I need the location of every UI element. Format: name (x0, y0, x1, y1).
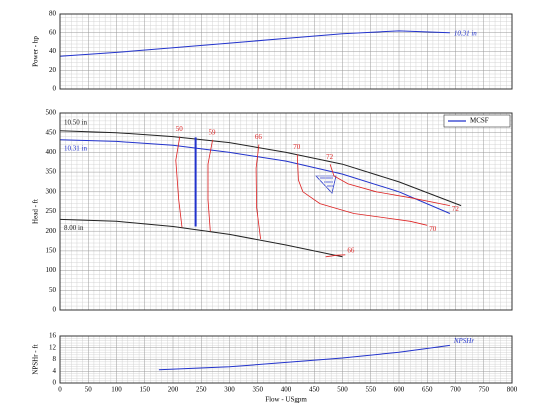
efficiency-contour (207, 139, 213, 232)
curve-label: 10.31 in (454, 29, 477, 37)
curve (158, 344, 450, 371)
y-tick-label: 40 (49, 47, 57, 55)
y-axis-label: Head - ft (32, 199, 40, 224)
x-tick-label: 200 (168, 386, 179, 394)
grid-layer (59, 13, 513, 384)
curve-label: 10.31 in (64, 144, 87, 152)
panel-frame (59, 13, 513, 90)
x-tick-label: 650 (422, 386, 433, 394)
y-tick-label: 8 (53, 355, 57, 363)
efficiency-contour (175, 136, 183, 228)
efficiency-contour (325, 254, 346, 258)
x-tick-label: 350 (253, 386, 264, 394)
x-tick-label: 500 (337, 386, 348, 394)
legend-box (443, 114, 511, 128)
x-tick-label: 600 (394, 386, 405, 394)
y-tick-label: 0 (53, 379, 57, 387)
curve (59, 139, 451, 214)
efficiency-label: 66 (347, 246, 355, 254)
x-tick-label: 750 (479, 386, 490, 394)
legend-label: MCSF (470, 117, 489, 125)
y-tick-label: 0 (53, 306, 57, 314)
marks-layer (59, 30, 462, 371)
curve (59, 30, 450, 57)
y-tick-label: 400 (46, 148, 57, 156)
x-tick-label: 800 (507, 386, 518, 394)
y-tick-label: 80 (49, 10, 57, 18)
y-tick-label: 350 (46, 168, 57, 176)
x-tick-label: 100 (111, 386, 122, 394)
y-tick-label: 500 (46, 109, 57, 117)
efficiency-label: 66 (255, 133, 263, 141)
efficiency-label: 70 (293, 143, 301, 151)
x-tick-label: 450 (309, 386, 320, 394)
y-tick-label: 250 (46, 207, 57, 215)
panel-frame (59, 112, 513, 311)
efficiency-label: 72 (326, 153, 334, 161)
x-tick-label: 400 (281, 386, 292, 394)
curve-label: NPSHr (453, 337, 475, 345)
curve (59, 130, 462, 207)
y-tick-label: 450 (46, 128, 57, 136)
y-tick-label: 4 (53, 367, 57, 375)
x-tick-label: 0 (58, 386, 62, 394)
y-axis-label: NPSHr - ft (32, 344, 40, 374)
y-tick-label: 200 (46, 227, 57, 235)
y-tick-label: 300 (46, 187, 57, 195)
x-tick-label: 300 (224, 386, 235, 394)
x-tick-label: 150 (140, 386, 151, 394)
mcsf-triangle (315, 175, 337, 194)
curve (59, 218, 343, 258)
y-tick-label: 20 (49, 66, 57, 74)
efficiency-label: 59 (209, 128, 217, 136)
y-tick-label: 16 (49, 332, 57, 340)
y-tick-label: 60 (49, 28, 57, 36)
curve-label: 10.50 in (64, 118, 87, 126)
y-tick-label: 0 (53, 85, 57, 93)
efficiency-label: 50 (176, 125, 184, 133)
x-tick-label: 50 (85, 386, 93, 394)
y-tick-label: 150 (46, 247, 57, 255)
efficiency-label: 72 (452, 205, 460, 213)
curve-label: 8.00 in (64, 224, 84, 232)
y-tick-label: 100 (46, 266, 57, 274)
efficiency-contour (296, 154, 428, 226)
efficiency-contour (329, 164, 450, 206)
x-tick-label: 250 (196, 386, 207, 394)
y-tick-label: 12 (49, 343, 57, 351)
panel-frame (59, 335, 513, 384)
y-tick-label: 50 (49, 286, 57, 294)
efficiency-label: 70 (429, 225, 437, 233)
y-axis-label: Power - hp (32, 36, 40, 67)
x-axis-label: Flow - USgpm (265, 396, 307, 404)
efficiency-contour (255, 144, 261, 240)
x-tick-label: 700 (450, 386, 461, 394)
x-tick-label: 550 (366, 386, 377, 394)
